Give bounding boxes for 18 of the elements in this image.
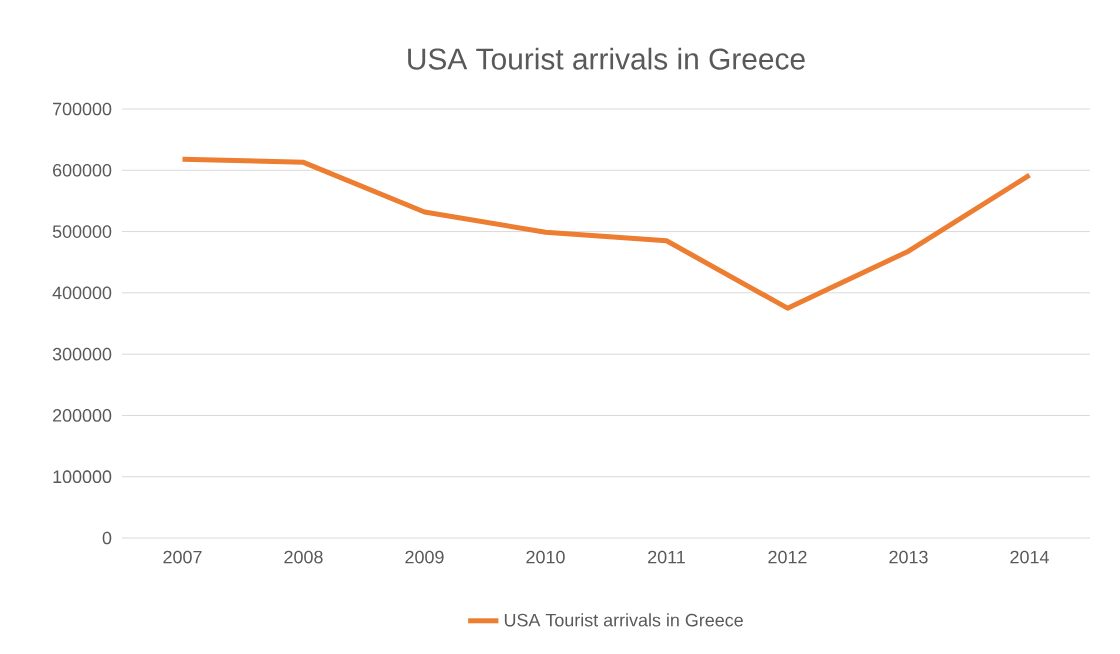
x-tick-label: 2007	[163, 550, 202, 564]
y-tick-label: 100000	[53, 470, 112, 484]
x-tick-label: 2014	[1010, 550, 1049, 564]
x-tick-label: 2013	[889, 550, 928, 564]
x-tick-label: 2010	[526, 550, 565, 564]
legend-label: USA Tourist arrivals in Greece	[504, 613, 743, 627]
x-tick-label: 2011	[648, 550, 685, 564]
x-tick-label: 2009	[405, 550, 444, 564]
chart-title: USA Tourist arrivals in Greece	[408, 47, 805, 70]
y-tick-label: 700000	[53, 102, 112, 116]
y-tick-label: 500000	[52, 225, 112, 238]
y-tick-label: 400000	[52, 286, 112, 300]
y-tick-label: 200000	[53, 409, 112, 422]
x-tick-label: 2012	[768, 550, 807, 564]
y-tick-label: 600000	[53, 163, 112, 177]
y-tick-label: 300000	[52, 347, 112, 361]
x-tick-label: 2008	[284, 550, 323, 564]
y-tick-label: 0	[102, 531, 112, 545]
